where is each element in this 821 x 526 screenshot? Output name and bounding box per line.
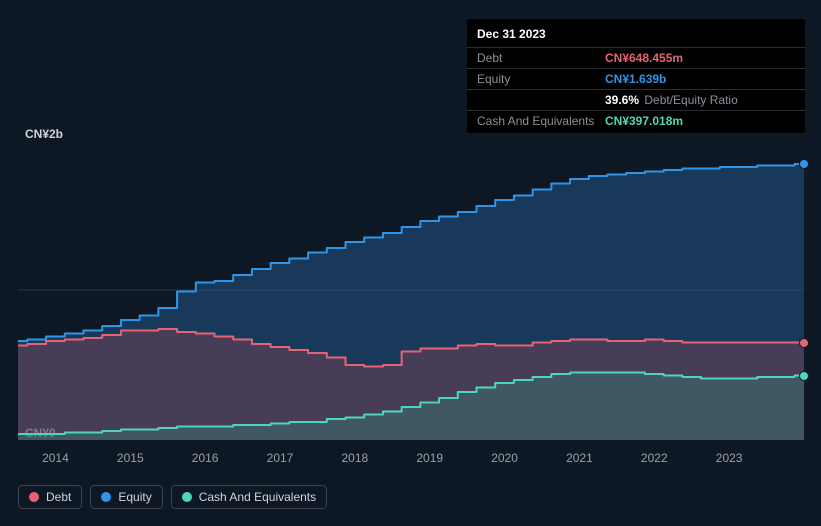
series-end-dot [799,371,809,381]
x-axis-tick: 2023 [716,451,743,465]
tooltip-row-label: Equity [477,72,605,86]
y-axis-label-top: CN¥2b [25,127,63,141]
tooltip-row: Cash And EquivalentsCN¥397.018m [467,110,805,131]
legend-item[interactable]: Cash And Equivalents [171,485,327,509]
x-axis-tick: 2019 [416,451,443,465]
tooltip-row: DebtCN¥648.455m [467,47,805,68]
tooltip-row-value: CN¥1.639b [605,72,666,86]
x-axis-tick: 2016 [192,451,219,465]
series-end-dot [799,338,809,348]
legend-item[interactable]: Equity [90,485,162,509]
tooltip-card: Dec 31 2023 DebtCN¥648.455mEquityCN¥1.63… [467,19,805,133]
legend-label: Equity [118,490,151,504]
legend-item[interactable]: Debt [18,485,82,509]
tooltip-row: 39.6% Debt/Equity Ratio [467,89,805,110]
legend-swatch [101,492,111,502]
x-axis-tick: 2014 [42,451,69,465]
tooltip-row-label [477,93,605,107]
area-chart [18,140,804,440]
legend-label: Debt [46,490,71,504]
x-axis-tick: 2022 [641,451,668,465]
tooltip-date: Dec 31 2023 [467,25,805,47]
legend: Debt Equity Cash And Equivalents [18,485,327,509]
series-end-dot [799,159,809,169]
x-axis-tick: 2018 [341,451,368,465]
tooltip-row-label: Cash And Equivalents [477,114,605,128]
legend-label: Cash And Equivalents [199,490,316,504]
tooltip-row-value: 39.6% Debt/Equity Ratio [605,93,738,107]
legend-swatch [29,492,39,502]
tooltip-row-value: CN¥648.455m [605,51,683,65]
tooltip-row-value: CN¥397.018m [605,114,683,128]
tooltip-row-suffix: Debt/Equity Ratio [641,93,738,107]
x-axis-tick: 2020 [491,451,518,465]
chart-container: Dec 31 2023 DebtCN¥648.455mEquityCN¥1.63… [0,0,821,526]
x-axis-tick: 2021 [566,451,593,465]
legend-swatch [182,492,192,502]
x-axis-tick: 2017 [267,451,294,465]
tooltip-row: EquityCN¥1.639b [467,68,805,89]
x-axis-tick: 2015 [117,451,144,465]
tooltip-row-label: Debt [477,51,605,65]
